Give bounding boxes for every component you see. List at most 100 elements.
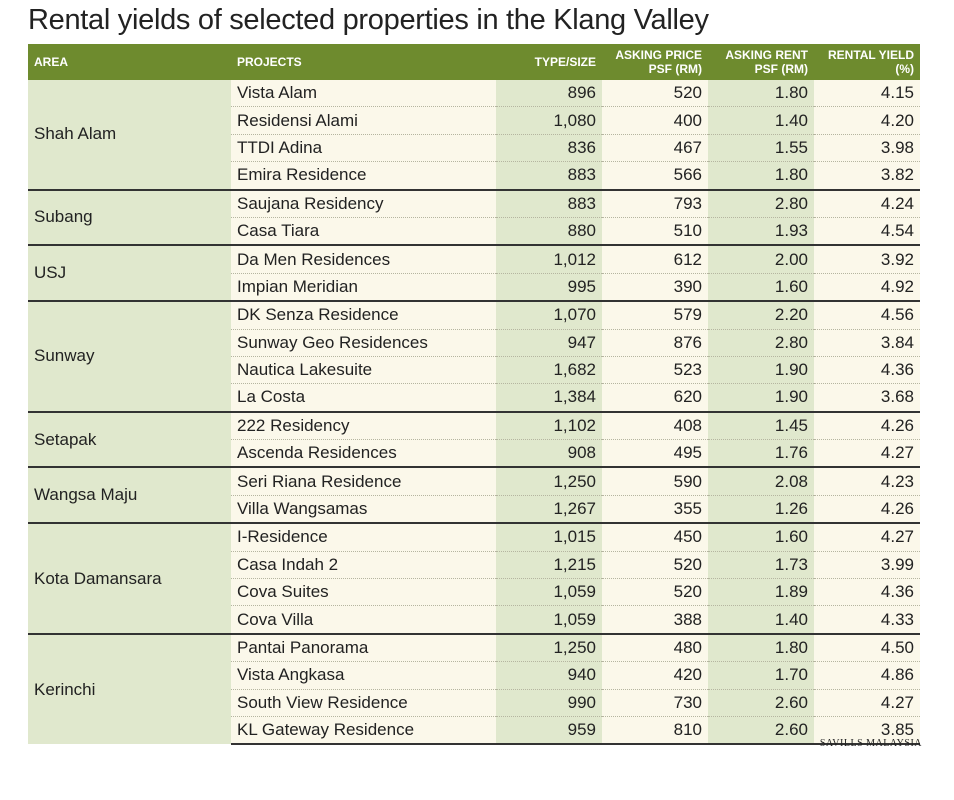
- project-cell: Residensi Alami: [231, 106, 496, 135]
- asking-rent-cell: 1.90: [708, 383, 814, 413]
- asking-price-cell: 388: [602, 605, 708, 635]
- asking-price-cell: 520: [602, 80, 708, 108]
- table-row: La Costa 1,384 620 1.90 3.68: [28, 383, 920, 413]
- rental-yield-cell: 3.98: [814, 134, 920, 163]
- rental-yield-cell: 4.33: [814, 605, 920, 635]
- project-cell: Impian Meridian: [231, 273, 496, 302]
- table-row: Setapak 222 Residency 1,102 408 1.45 4.26: [28, 410, 920, 468]
- source-credit: SAVILLS MALAYSIA: [819, 738, 922, 749]
- type-size-cell: 1,267: [496, 495, 602, 524]
- asking-rent-cell: 2.08: [708, 466, 814, 496]
- project-cell: Casa Indah 2: [231, 551, 496, 580]
- rental-yield-cell: 3.92: [814, 244, 920, 274]
- table-row: USJ Da Men Residences 1,012 612 2.00 3.92: [28, 244, 920, 302]
- table-row: Subang Saujana Residency 883 793 2.80 4.24: [28, 188, 920, 246]
- project-cell: Cova Suites: [231, 578, 496, 607]
- type-size-cell: 836: [496, 134, 602, 163]
- rental-yield-cell: 4.36: [814, 578, 920, 607]
- asking-price-cell: 480: [602, 632, 708, 663]
- rental-yield-cell: 4.92: [814, 273, 920, 302]
- type-size-cell: 1,070: [496, 300, 602, 330]
- rental-yield-cell: 3.84: [814, 329, 920, 357]
- rental-yield-cell: 3.68: [814, 383, 920, 413]
- header-asking-price-line2: PSF (RM): [648, 62, 702, 76]
- area-cell: Shah Alam: [28, 80, 231, 190]
- type-size-cell: 1,682: [496, 356, 602, 385]
- type-size-cell: 883: [496, 161, 602, 191]
- rental-yield-cell: 4.15: [814, 80, 920, 108]
- rental-yield-cell: 4.56: [814, 300, 920, 330]
- project-cell: DK Senza Residence: [231, 300, 496, 330]
- rental-yield-cell: 4.36: [814, 356, 920, 385]
- type-size-cell: 1,012: [496, 244, 602, 274]
- asking-rent-cell: 1.40: [708, 605, 814, 635]
- project-cell: Pantai Panorama: [231, 632, 496, 663]
- asking-rent-cell: 2.80: [708, 329, 814, 357]
- asking-rent-cell: 1.80: [708, 632, 814, 663]
- project-cell: Saujana Residency: [231, 188, 496, 218]
- asking-price-cell: 467: [602, 134, 708, 163]
- asking-price-cell: 450: [602, 522, 708, 552]
- rental-yield-table: AREA PROJECTS TYPE/SIZE ASKING PRICE PSF …: [28, 44, 920, 746]
- type-size-cell: 990: [496, 689, 602, 717]
- asking-rent-cell: 1.45: [708, 410, 814, 441]
- header-asking-rent-line2: PSF (RM): [754, 62, 808, 76]
- table-row: South View Residence 990 730 2.60 4.27: [28, 689, 920, 717]
- asking-price-cell: 355: [602, 495, 708, 524]
- rental-yield-cell: 4.50: [814, 632, 920, 663]
- table-row: Impian Meridian 995 390 1.60 4.92: [28, 273, 920, 302]
- rental-yield-cell: 3.99: [814, 551, 920, 580]
- asking-price-cell: 579: [602, 300, 708, 330]
- project-cell: Emira Residence: [231, 161, 496, 191]
- project-cell: Vista Alam: [231, 80, 496, 108]
- type-size-cell: 896: [496, 80, 602, 108]
- asking-rent-cell: 1.60: [708, 522, 814, 552]
- type-size-cell: 883: [496, 188, 602, 218]
- table-row: Emira Residence 883 566 1.80 3.82: [28, 161, 920, 191]
- type-size-cell: 959: [496, 716, 602, 746]
- asking-rent-cell: 2.60: [708, 716, 814, 746]
- asking-price-cell: 400: [602, 106, 708, 135]
- table-body: Shah Alam Vista Alam 896 520 1.80 4.15 Residen…: [28, 80, 920, 746]
- type-size-cell: 880: [496, 217, 602, 246]
- asking-rent-cell: 1.90: [708, 356, 814, 385]
- rental-yield-cell: 3.85: [814, 716, 920, 746]
- asking-price-cell: 590: [602, 466, 708, 496]
- asking-rent-cell: 1.70: [708, 661, 814, 690]
- rental-yield-cell: 4.27: [814, 689, 920, 717]
- asking-rent-cell: 2.80: [708, 188, 814, 218]
- asking-price-cell: 810: [602, 716, 708, 746]
- type-size-cell: 1,059: [496, 578, 602, 607]
- type-size-cell: 1,015: [496, 522, 602, 552]
- table-row: Ascenda Residences 908 495 1.76 4.27: [28, 439, 920, 468]
- asking-rent-cell: 2.60: [708, 689, 814, 717]
- asking-rent-cell: 2.00: [708, 244, 814, 274]
- asking-price-cell: 612: [602, 244, 708, 274]
- header-asking-price-line1: ASKING PRICE: [615, 48, 702, 62]
- asking-price-cell: 510: [602, 217, 708, 246]
- rental-yield-cell: 3.82: [814, 161, 920, 191]
- header-row: AREA PROJECTS TYPE/SIZE ASKING PRICE PSF …: [28, 44, 920, 80]
- project-cell: Vista Angkasa: [231, 661, 496, 690]
- asking-rent-cell: 1.93: [708, 217, 814, 246]
- table-row: Cova Suites 1,059 520 1.89 4.36: [28, 578, 920, 607]
- asking-rent-cell: 1.80: [708, 161, 814, 191]
- table-row: KL Gateway Residence 959 810 2.60 3.85: [28, 716, 920, 746]
- asking-rent-cell: 1.60: [708, 273, 814, 302]
- asking-rent-cell: 1.55: [708, 134, 814, 163]
- project-cell: Ascenda Residences: [231, 439, 496, 468]
- header-projects: PROJECTS: [231, 44, 496, 80]
- table-row: Kerinchi Pantai Panorama 1,250 480 1.80 4.50: [28, 632, 920, 745]
- type-size-cell: 1,250: [496, 632, 602, 663]
- project-cell: La Costa: [231, 383, 496, 413]
- rental-yield-cell: 4.20: [814, 106, 920, 135]
- header-rental-yield: RENTAL YIELD (%): [814, 44, 920, 80]
- asking-price-cell: 566: [602, 161, 708, 191]
- asking-rent-cell: 1.76: [708, 439, 814, 468]
- asking-price-cell: 520: [602, 578, 708, 607]
- project-cell: Nautica Lakesuite: [231, 356, 496, 385]
- table-row: Casa Indah 2 1,215 520 1.73 3.99: [28, 551, 920, 580]
- table-row: Sunway DK Senza Residence 1,070 579 2.20 4.56: [28, 300, 920, 412]
- table-row: Nautica Lakesuite 1,682 523 1.90 4.36: [28, 356, 920, 385]
- rental-yield-cell: 4.26: [814, 410, 920, 441]
